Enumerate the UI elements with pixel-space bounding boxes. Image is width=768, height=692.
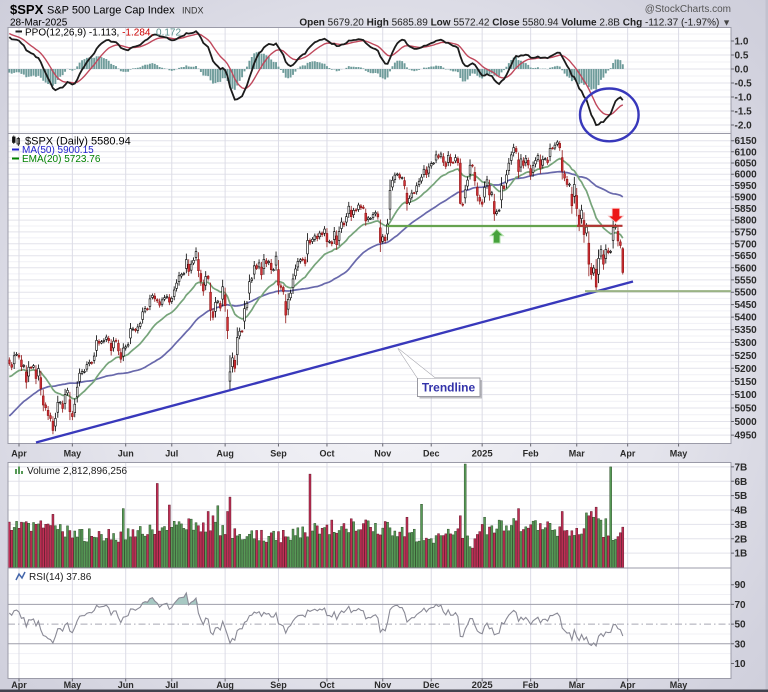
svg-text:-1.5: -1.5 — [735, 107, 753, 118]
svg-text:6B: 6B — [735, 477, 748, 488]
svg-text:INDX: INDX — [182, 6, 204, 16]
svg-text:Mar: Mar — [569, 449, 586, 459]
svg-text:5250: 5250 — [735, 351, 758, 362]
svg-text:S&P 500 Large Cap Index: S&P 500 Large Cap Index — [47, 5, 175, 17]
svg-text:0.5: 0.5 — [735, 51, 749, 62]
svg-text:5400: 5400 — [735, 313, 758, 324]
svg-text:Apr: Apr — [11, 449, 27, 459]
svg-text:5500: 5500 — [735, 288, 758, 299]
svg-text:PPO(12,26,9) -1.113, -1.284, 0: PPO(12,26,9) -1.113, -1.284, 0.172 — [25, 28, 181, 39]
svg-text:@StockCharts.com: @StockCharts.com — [645, 4, 731, 15]
svg-text:Jun: Jun — [118, 449, 134, 459]
svg-text:May: May — [64, 680, 82, 690]
svg-text:1.0: 1.0 — [735, 37, 749, 48]
svg-text:5550: 5550 — [735, 275, 758, 286]
svg-text:5700: 5700 — [735, 239, 758, 250]
svg-text:MA(50) 5900.15: MA(50) 5900.15 — [22, 145, 94, 156]
svg-text:Trendline: Trendline — [422, 381, 476, 395]
svg-text:Feb: Feb — [523, 680, 540, 690]
svg-text:5100: 5100 — [735, 390, 758, 401]
svg-text:Nov: Nov — [374, 449, 391, 459]
svg-text:6150: 6150 — [735, 136, 758, 147]
svg-text:Feb: Feb — [523, 449, 540, 459]
svg-text:50: 50 — [735, 620, 747, 631]
svg-text:5300: 5300 — [735, 338, 758, 349]
svg-text:5000: 5000 — [735, 417, 758, 428]
svg-text:-2.0: -2.0 — [735, 121, 753, 132]
svg-text:7B: 7B — [735, 462, 748, 473]
svg-text:5150: 5150 — [735, 377, 758, 388]
svg-text:Apr: Apr — [620, 449, 636, 459]
svg-text:4B: 4B — [735, 506, 748, 517]
svg-text:-0.5: -0.5 — [735, 79, 753, 90]
svg-text:5350: 5350 — [735, 325, 758, 336]
svg-text:May: May — [64, 449, 82, 459]
svg-text:30: 30 — [735, 639, 747, 650]
svg-text:Apr: Apr — [11, 680, 27, 690]
svg-text:6000: 6000 — [735, 170, 758, 181]
svg-text:5B: 5B — [735, 491, 748, 502]
svg-text:May: May — [670, 449, 688, 459]
svg-text:Aug: Aug — [216, 449, 234, 459]
svg-text:4950: 4950 — [735, 431, 758, 442]
svg-text:5200: 5200 — [735, 364, 758, 375]
svg-text:6100: 6100 — [735, 147, 758, 158]
svg-text:Oct: Oct — [319, 680, 334, 690]
svg-text:Oct: Oct — [319, 449, 334, 459]
svg-text:28-Mar-2025: 28-Mar-2025 — [10, 18, 68, 29]
svg-text:5750: 5750 — [735, 227, 758, 238]
svg-text:2025: 2025 — [472, 449, 494, 460]
svg-text:6050: 6050 — [735, 158, 758, 169]
svg-text:Apr: Apr — [620, 680, 636, 690]
svg-text:0.0: 0.0 — [735, 65, 749, 76]
svg-text:2025: 2025 — [472, 680, 494, 691]
svg-text:RSI(14) 37.86: RSI(14) 37.86 — [29, 572, 92, 583]
svg-text:10: 10 — [735, 659, 747, 670]
svg-text:1B: 1B — [735, 549, 748, 560]
svg-text:-1.0: -1.0 — [735, 93, 753, 104]
svg-text:May: May — [670, 680, 688, 690]
svg-text:EMA(20) 5723.76: EMA(20) 5723.76 — [22, 154, 101, 165]
svg-text:5450: 5450 — [735, 300, 758, 311]
svg-text:5850: 5850 — [735, 204, 758, 215]
svg-text:5950: 5950 — [735, 181, 758, 192]
svg-text:5650: 5650 — [735, 251, 758, 262]
svg-text:3B: 3B — [735, 520, 748, 531]
svg-text:$SPX: $SPX — [10, 2, 44, 17]
svg-text:Sep: Sep — [270, 680, 287, 690]
svg-text:Nov: Nov — [374, 680, 391, 690]
svg-text:Mar: Mar — [569, 680, 586, 690]
svg-text:Dec: Dec — [423, 449, 440, 459]
svg-text:2B: 2B — [735, 534, 748, 545]
svg-text:Jun: Jun — [118, 680, 134, 690]
svg-text:5900: 5900 — [735, 192, 758, 203]
svg-text:5600: 5600 — [735, 263, 758, 274]
svg-text:Aug: Aug — [216, 680, 234, 690]
svg-text:Jul: Jul — [165, 680, 178, 690]
svg-text:Jul: Jul — [165, 449, 178, 459]
svg-text:Sep: Sep — [270, 449, 287, 459]
svg-text:Dec: Dec — [423, 680, 440, 690]
svg-text:Volume 2,812,896,256: Volume 2,812,896,256 — [27, 466, 128, 477]
svg-text:70: 70 — [735, 600, 747, 611]
svg-text:5800: 5800 — [735, 216, 758, 227]
svg-text:90: 90 — [735, 580, 747, 591]
svg-text:Open 5679.20 High 5685.89 Low: Open 5679.20 High 5685.89 Low 5572.42 Cl… — [299, 18, 731, 29]
svg-text:$SPX (Daily) 5580.94: $SPX (Daily) 5580.94 — [25, 136, 131, 148]
svg-text:5050: 5050 — [735, 403, 758, 414]
